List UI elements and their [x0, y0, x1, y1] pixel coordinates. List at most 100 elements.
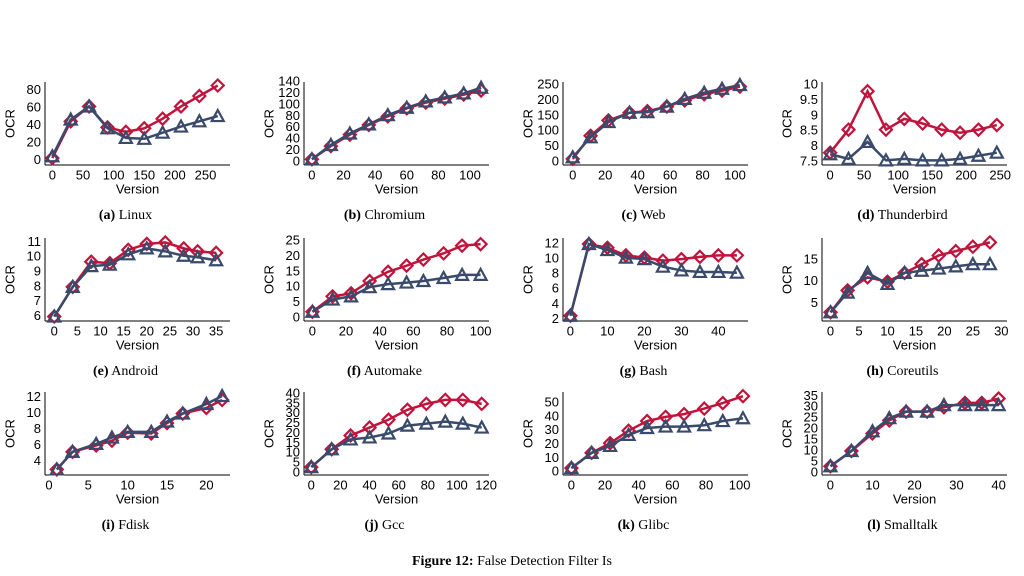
marker — [898, 403, 914, 418]
marker — [361, 278, 378, 294]
subplot-caption: (j) Gcc — [364, 518, 404, 533]
x-axis-label: Version — [634, 491, 677, 506]
series-line — [570, 417, 744, 470]
marker — [473, 419, 490, 434]
x-tick-label: 5 — [855, 323, 862, 338]
x-tick-label: 20 — [336, 167, 350, 182]
x-tick-label: 40 — [991, 477, 1005, 492]
caption-label: Figure 12: — [412, 554, 474, 569]
subplot-caption: (f) Automake — [347, 364, 422, 379]
x-axis-label: Version — [116, 181, 159, 196]
x-tick-label: 20 — [140, 323, 154, 338]
subplot-label: (l) — [867, 518, 881, 533]
marker — [933, 152, 950, 167]
marker — [735, 409, 751, 425]
marker — [715, 395, 731, 411]
marker — [732, 76, 748, 92]
marker — [822, 457, 839, 473]
marker — [676, 418, 692, 433]
marker — [154, 124, 171, 139]
y-tick-label: 25 — [286, 415, 300, 430]
marker — [696, 416, 713, 432]
marker — [583, 444, 600, 459]
marker — [636, 250, 653, 266]
series-line — [53, 247, 217, 318]
y-tick-label: 200 — [537, 92, 559, 107]
x-tick-label: 0 — [827, 323, 834, 338]
marker — [136, 130, 153, 145]
x-tick-label: 0 — [45, 477, 52, 492]
y-tick-label: 80 — [27, 82, 41, 97]
x-tick-label: 30 — [994, 323, 1008, 338]
marker — [974, 395, 990, 411]
marker — [343, 288, 359, 303]
marker — [418, 415, 435, 430]
marker — [325, 288, 341, 304]
y-tick-label: 8.5 — [800, 123, 818, 138]
marker — [64, 443, 81, 458]
y-tick-label: 8 — [34, 278, 41, 293]
series-line — [829, 262, 990, 314]
marker — [989, 117, 1005, 133]
y-tick-label: 25 — [286, 233, 300, 248]
x-tick-label: 100 — [446, 477, 468, 492]
marker — [437, 413, 454, 428]
marker — [157, 234, 173, 251]
y-tick-label: 10 — [286, 445, 300, 460]
marker — [840, 150, 857, 165]
marker — [673, 262, 690, 277]
x-tick-label: 0 — [827, 167, 834, 182]
subplot-label: (a) — [99, 208, 116, 223]
subplot-caption: (b) Chromium — [344, 208, 425, 223]
y-tick-label: 15 — [286, 263, 300, 278]
x-tick-label: 40 — [711, 323, 725, 338]
marker — [455, 392, 471, 408]
x-tick-label: 20 — [199, 477, 213, 492]
y-tick-label: 10 — [27, 249, 41, 264]
x-tick-label: 15 — [116, 323, 130, 338]
x-tick-label: 80 — [440, 323, 454, 338]
x-tick-label: 150 — [921, 167, 943, 182]
x-tick-label: 10 — [865, 477, 879, 492]
marker — [473, 236, 489, 252]
y-tick-label: 25 — [804, 410, 818, 425]
subplot-title: Gcc — [382, 518, 405, 533]
x-tick-label: 40 — [630, 167, 644, 182]
y-tick-label: 40 — [27, 117, 41, 132]
subplot-caption: (h) Coreutils — [867, 364, 939, 379]
marker — [896, 111, 912, 127]
y-tick-label: 6 — [552, 281, 559, 296]
x-tick-label: 10 — [600, 323, 614, 338]
subplot-title: Thunderbird — [878, 208, 948, 223]
marker — [343, 427, 359, 444]
marker — [729, 264, 745, 279]
y-tick-label: 10 — [804, 77, 818, 92]
x-tick-label: 100 — [729, 477, 751, 492]
marker — [692, 249, 708, 265]
subplot-label: (b) — [344, 208, 361, 223]
marker — [915, 115, 931, 132]
marker — [174, 405, 191, 420]
marker — [46, 308, 63, 323]
subplot-caption: (e) Android — [93, 364, 158, 379]
marker — [157, 243, 174, 258]
marker — [118, 129, 134, 145]
x-tick-label: 25 — [163, 323, 177, 338]
marker — [360, 116, 377, 131]
marker — [991, 390, 1007, 407]
y-tick-label: 4 — [34, 453, 41, 468]
y-tick-label: 10 — [804, 442, 818, 457]
x-tick-label: 100 — [459, 167, 481, 182]
x-tick-label: 30 — [186, 323, 200, 338]
y-tick-label: 0 — [552, 153, 559, 168]
y-tick-label: 20 — [286, 142, 300, 157]
y-tick-label: 100 — [278, 96, 300, 111]
x-tick-label: 25 — [966, 323, 980, 338]
marker — [436, 245, 452, 261]
marker — [970, 122, 986, 138]
marker — [621, 104, 638, 119]
marker — [210, 77, 226, 94]
x-tick-label: 0 — [569, 167, 576, 182]
marker — [822, 145, 839, 161]
